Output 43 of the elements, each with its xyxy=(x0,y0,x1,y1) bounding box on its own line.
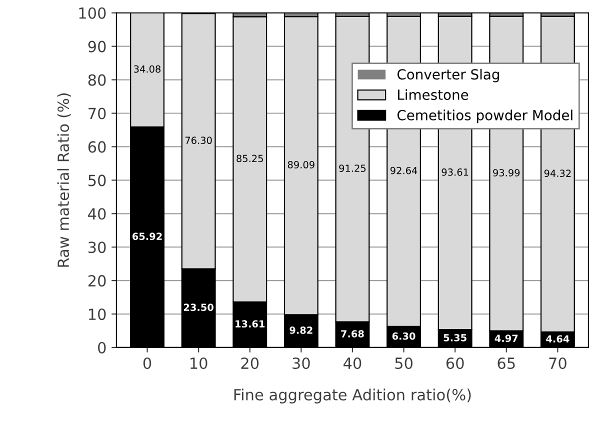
x-tick-label: 20 xyxy=(241,357,259,370)
y-tick-label: 40 xyxy=(88,208,106,220)
data-label: 92.64 xyxy=(390,166,418,174)
data-label: 4.64 xyxy=(546,335,570,343)
data-label: 23.50 xyxy=(184,304,214,311)
data-label: 93.99 xyxy=(493,169,520,176)
data-label: 6.30 xyxy=(392,332,416,340)
data-label: 91.25 xyxy=(339,164,366,172)
x-tick-label: 60 xyxy=(446,357,464,370)
y-tick-label: 90 xyxy=(88,40,106,52)
y-tick-label: 70 xyxy=(88,108,106,120)
y-tick-label: 50 xyxy=(88,174,106,186)
data-label: 4.97 xyxy=(494,334,518,342)
x-tick-label: 40 xyxy=(344,357,362,370)
x-tick-label: 65 xyxy=(498,357,515,370)
y-tick-label: 20 xyxy=(88,275,106,287)
x-tick-label: 10 xyxy=(190,357,208,370)
data-label: 5.35 xyxy=(444,334,466,342)
x-tick-label: 50 xyxy=(395,357,412,370)
data-label: 85.25 xyxy=(236,154,263,162)
data-label: 93.61 xyxy=(442,168,468,176)
data-label: 34.08 xyxy=(134,65,161,73)
x-tick-label: 0 xyxy=(143,357,152,370)
y-tick-label: 10 xyxy=(88,308,106,320)
data-label: 7.68 xyxy=(341,330,364,338)
legend-label: Limestone xyxy=(398,89,468,100)
x-axis-title: Fine aggregate Adition ratio(%) xyxy=(234,388,471,404)
y-tick-label: 80 xyxy=(88,74,106,86)
y-tick-label: 30 xyxy=(88,242,106,254)
data-label: 94.32 xyxy=(544,170,571,177)
y-tick-label: 0 xyxy=(98,342,106,354)
x-tick-label: 70 xyxy=(549,357,566,370)
legend-label: Converter Slag xyxy=(397,68,500,82)
y-axis-title: Raw material Ratio (%) xyxy=(57,93,71,267)
y-tick-label: 60 xyxy=(88,141,106,153)
legend-label: Cemetitios powder Model xyxy=(397,110,572,124)
data-label: 89.09 xyxy=(288,161,314,168)
data-label: 9.82 xyxy=(290,326,312,334)
data-label: 76.30 xyxy=(185,136,212,144)
data-label: 65.92 xyxy=(132,232,162,240)
x-tick-label: 30 xyxy=(292,357,310,370)
data-label: 13.61 xyxy=(236,320,265,328)
y-tick-label: 100 xyxy=(79,7,106,19)
